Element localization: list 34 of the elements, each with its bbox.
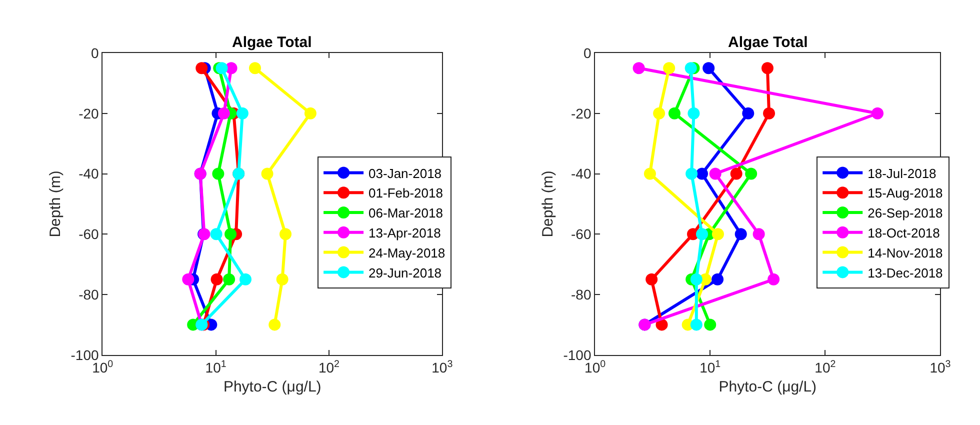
x-tick-label: 10$^{1}$ (205, 358, 226, 376)
legend-label: 06-Mar-2018 (368, 206, 443, 221)
legend-label: 15-Aug-2018 (868, 186, 943, 201)
y-tick-label: -80 (78, 286, 100, 302)
legend-label: 24-May-2018 (368, 245, 446, 260)
x-tick-label: 10$^{2}$ (814, 358, 836, 376)
legend-label: 14-Nov-2018 (868, 245, 943, 260)
y-axis-title: Depth (m) (539, 170, 556, 238)
x-tick-label: 10$^{2}$ (318, 358, 340, 376)
y-tick-label: -20 (78, 105, 100, 122)
legend-label: 26-Sep-2018 (868, 206, 943, 221)
legend-label: 29-Jun-2018 (368, 265, 442, 280)
legend-label: 01-Feb-2018 (368, 186, 443, 201)
y-tick-label: -40 (571, 166, 592, 182)
chart-title: Algae Total (728, 34, 808, 51)
legend-label: 03-Jan-2018 (368, 166, 442, 181)
x-tick-label: 10$^{1}$ (700, 358, 721, 376)
y-tick-label: -40 (78, 166, 100, 182)
y-tick-label: 0 (91, 44, 100, 61)
y-tick-label: -80 (571, 286, 592, 302)
y-tick-label: -60 (571, 226, 592, 242)
x-axis-title: Phyto-C (μg/L) (718, 378, 817, 396)
y-tick-label: 0 (583, 44, 592, 61)
legend-label: 13-Apr-2018 (368, 225, 441, 240)
legend-label: 18-Oct-2018 (868, 225, 940, 240)
y-tick-label: -60 (78, 226, 100, 242)
y-axis-title: Depth (m) (47, 170, 64, 238)
legend-label: 13-Dec-2018 (868, 265, 943, 280)
legend-label: 18-Jul-2018 (868, 166, 936, 181)
x-tick-label: 10$^{3}$ (432, 358, 454, 376)
x-axis-title: Phyto-C (μg/L) (223, 378, 322, 396)
chart-title: Algae Total (232, 34, 312, 51)
y-tick-label: -20 (571, 105, 592, 122)
x-tick-label: 10$^{3}$ (930, 358, 952, 376)
